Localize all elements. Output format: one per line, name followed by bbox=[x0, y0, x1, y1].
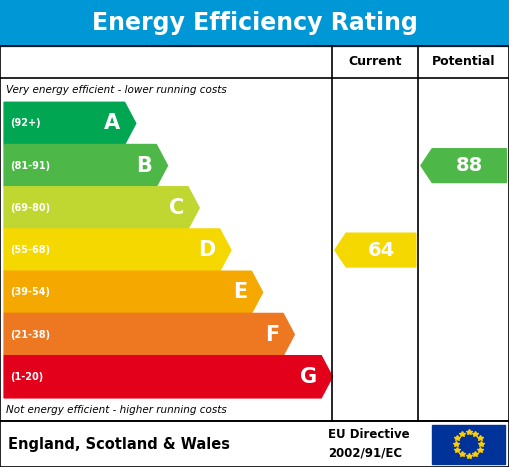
Polygon shape bbox=[4, 144, 167, 187]
Text: (81-91): (81-91) bbox=[10, 161, 50, 170]
Polygon shape bbox=[335, 233, 416, 267]
Text: D: D bbox=[199, 240, 216, 260]
Text: Energy Efficiency Rating: Energy Efficiency Rating bbox=[92, 11, 417, 35]
Text: F: F bbox=[265, 325, 279, 345]
Text: C: C bbox=[168, 198, 184, 218]
Text: G: G bbox=[300, 367, 317, 387]
Polygon shape bbox=[4, 313, 294, 356]
Text: (21-38): (21-38) bbox=[10, 330, 50, 340]
Text: 64: 64 bbox=[367, 241, 394, 260]
Text: EU Directive: EU Directive bbox=[328, 428, 410, 441]
Text: B: B bbox=[136, 156, 152, 176]
Text: (92+): (92+) bbox=[10, 119, 41, 128]
Polygon shape bbox=[4, 229, 231, 271]
Text: (1-20): (1-20) bbox=[10, 372, 43, 382]
Text: A: A bbox=[104, 113, 121, 134]
Text: Not energy efficient - higher running costs: Not energy efficient - higher running co… bbox=[6, 404, 227, 415]
Bar bbox=[0, 0, 509, 46]
Polygon shape bbox=[4, 102, 136, 144]
Text: Potential: Potential bbox=[432, 55, 495, 68]
Polygon shape bbox=[4, 271, 263, 313]
Polygon shape bbox=[4, 187, 199, 229]
Bar bbox=[432, 425, 505, 464]
Text: England, Scotland & Wales: England, Scotland & Wales bbox=[8, 437, 230, 452]
Text: (69-80): (69-80) bbox=[10, 203, 50, 213]
Polygon shape bbox=[4, 356, 332, 398]
Text: Very energy efficient - lower running costs: Very energy efficient - lower running co… bbox=[6, 85, 227, 95]
Bar bbox=[0, 421, 509, 467]
Bar bbox=[0, 46, 509, 421]
Text: Current: Current bbox=[349, 55, 402, 68]
Text: (55-68): (55-68) bbox=[10, 245, 50, 255]
Text: 2002/91/EC: 2002/91/EC bbox=[328, 447, 403, 460]
Text: 88: 88 bbox=[456, 156, 483, 175]
Polygon shape bbox=[421, 149, 506, 183]
Text: E: E bbox=[233, 283, 247, 302]
Text: (39-54): (39-54) bbox=[10, 287, 50, 297]
